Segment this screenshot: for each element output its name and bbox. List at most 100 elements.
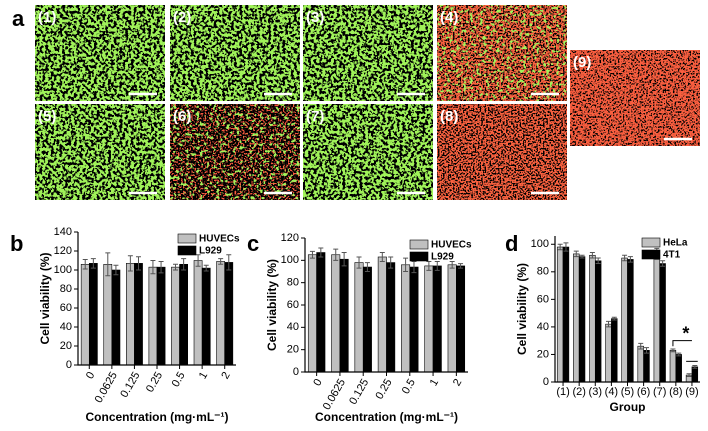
bar bbox=[377, 256, 387, 373]
bar bbox=[562, 246, 570, 383]
error-bar bbox=[638, 342, 644, 350]
error-bar bbox=[434, 260, 440, 271]
axes bbox=[304, 238, 468, 373]
fluorescence bbox=[35, 5, 165, 101]
bar bbox=[556, 246, 564, 383]
bar bbox=[432, 265, 442, 373]
y-tick-label: 20 bbox=[287, 344, 299, 356]
bar bbox=[605, 323, 612, 383]
annotation: * bbox=[682, 323, 689, 343]
x-tick-label: (6) bbox=[637, 386, 650, 398]
y-tick-label: 100 bbox=[281, 254, 299, 266]
y-tick-label: 120 bbox=[281, 232, 299, 244]
error-bar bbox=[388, 256, 394, 269]
x-axis-label: Concentration (mg·mL⁻¹) bbox=[86, 410, 229, 424]
bar bbox=[88, 263, 98, 366]
bar bbox=[216, 261, 226, 366]
x-tick-label: 0.0625 bbox=[93, 370, 120, 405]
image-label: (3) bbox=[306, 9, 324, 26]
x-tick-label: 0.125 bbox=[347, 377, 371, 407]
error-bar bbox=[686, 373, 692, 377]
error-bar bbox=[589, 252, 595, 259]
error-bar bbox=[595, 257, 601, 265]
x-tick-label: 2 bbox=[451, 377, 464, 388]
fluorescence bbox=[437, 5, 567, 101]
error-bar bbox=[458, 263, 464, 269]
error-bar bbox=[692, 364, 698, 369]
x-tick-label: (1) bbox=[556, 386, 569, 398]
panel-label: c bbox=[247, 231, 259, 256]
fluorescence bbox=[303, 104, 433, 200]
x-tick-label: 0.5 bbox=[400, 377, 418, 396]
error-bar bbox=[627, 256, 633, 263]
axes bbox=[554, 236, 700, 383]
x-tick-label: (9) bbox=[685, 386, 698, 398]
fluorescence bbox=[170, 104, 300, 200]
bar bbox=[669, 350, 677, 383]
y-tick-label: 60 bbox=[537, 293, 549, 305]
error-bar bbox=[150, 260, 156, 275]
x-tick-label: 1 bbox=[197, 370, 210, 381]
error-bar bbox=[158, 260, 164, 274]
bar bbox=[134, 263, 143, 366]
error-bar bbox=[309, 250, 315, 259]
error-bar bbox=[181, 258, 187, 271]
bar bbox=[224, 262, 234, 366]
bar bbox=[643, 350, 650, 383]
y-tick-label: 60 bbox=[287, 299, 299, 311]
error-bar bbox=[218, 258, 224, 265]
y-tick-label: 20 bbox=[537, 348, 549, 360]
bar bbox=[611, 318, 618, 383]
bar bbox=[156, 266, 166, 366]
bar bbox=[316, 252, 326, 373]
x-tick-label: (5) bbox=[621, 386, 634, 398]
bar bbox=[621, 257, 628, 383]
error-bar bbox=[82, 259, 88, 270]
x-tick-label: (2) bbox=[572, 386, 585, 398]
bar bbox=[627, 259, 634, 383]
bar bbox=[354, 262, 364, 373]
x-tick-label: 0.25 bbox=[374, 377, 395, 402]
y-tick-label: 60 bbox=[60, 302, 72, 314]
legend-swatch bbox=[409, 251, 429, 262]
image-label: (2) bbox=[173, 9, 191, 26]
x-tick-label: 0.125 bbox=[118, 370, 142, 400]
image-label: (4) bbox=[440, 9, 458, 26]
bar bbox=[339, 258, 349, 373]
error-bar bbox=[644, 347, 650, 354]
y-tick-label: 0 bbox=[293, 366, 299, 378]
error-bar bbox=[426, 260, 432, 271]
error-bar bbox=[341, 252, 347, 267]
legend-swatch bbox=[177, 233, 197, 244]
x-tick-label: (3) bbox=[589, 386, 602, 398]
bar bbox=[424, 265, 434, 373]
x-tick-label: 0.25 bbox=[144, 370, 165, 395]
error-bar bbox=[90, 258, 96, 269]
image-label: (9) bbox=[573, 54, 591, 71]
y-tick-label: 40 bbox=[537, 321, 549, 333]
panel-label: a bbox=[12, 6, 25, 31]
bar bbox=[675, 354, 682, 383]
legend-swatch bbox=[177, 245, 197, 256]
error-bar bbox=[173, 263, 179, 271]
error-bar bbox=[113, 264, 119, 276]
y-tick-label: 0 bbox=[66, 359, 72, 371]
error-bar bbox=[364, 262, 370, 272]
error-bar bbox=[611, 316, 617, 321]
bar bbox=[148, 266, 158, 366]
legend-swatch bbox=[641, 237, 661, 248]
bar bbox=[193, 260, 203, 366]
bar bbox=[80, 263, 90, 366]
bar bbox=[401, 264, 411, 373]
x-tick-label: 0.0625 bbox=[321, 377, 348, 412]
legend-label: HeLa bbox=[663, 238, 688, 249]
error-bar bbox=[226, 254, 232, 271]
legend-label: L929 bbox=[199, 246, 222, 257]
error-bar bbox=[563, 242, 569, 252]
error-bar bbox=[403, 257, 409, 272]
legend-label: 4T1 bbox=[663, 250, 681, 261]
bar bbox=[409, 266, 419, 373]
significance-bracket bbox=[672, 340, 692, 347]
error-bar bbox=[557, 243, 563, 251]
x-tick-label: (4) bbox=[605, 386, 618, 398]
